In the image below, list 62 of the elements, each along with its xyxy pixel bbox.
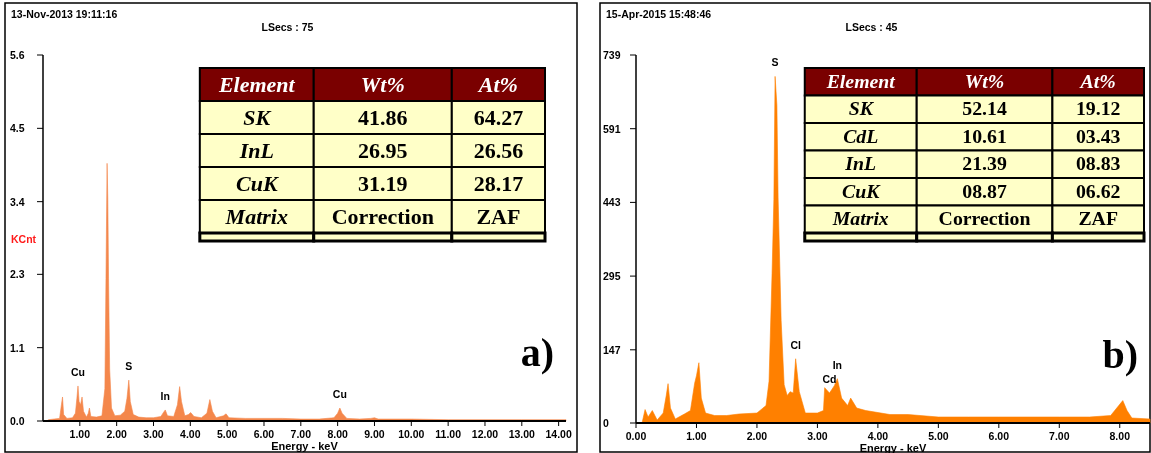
- y-tick-label: 1.1: [10, 341, 25, 354]
- x-axis-title: Energy - keV: [271, 440, 339, 452]
- x-tick-label: 3.00: [143, 428, 164, 440]
- text: SK 52.14 19.12: [848, 97, 1121, 120]
- text: SK 41.86 64.27: [243, 104, 524, 130]
- x-tick-label: 5.00: [216, 428, 238, 440]
- annotation: Cu: [70, 365, 85, 378]
- x-tick-label: 13.00: [508, 428, 536, 440]
- annotation: b): [1102, 332, 1138, 377]
- y-tick-label: 147: [603, 343, 621, 356]
- annotation: Cd: [822, 373, 837, 386]
- text: Element Wt% At%: [826, 69, 1116, 92]
- y-tick-label: 295: [603, 270, 621, 283]
- annotation: a): [520, 330, 554, 375]
- annotation: S: [771, 56, 779, 69]
- y-tick-label: 5.6: [10, 49, 25, 61]
- x-tick-label: 12.00: [471, 428, 499, 440]
- x-tick-label: 4.00: [867, 430, 889, 442]
- text: CuK 31.19 28.17: [235, 170, 524, 196]
- x-tick-label: 10.00: [398, 428, 425, 440]
- x-tick-label: 1.00: [69, 428, 91, 440]
- x-tick-label: 0.00: [625, 430, 647, 442]
- x-tick-label: 6.00: [253, 428, 275, 440]
- x-tick-label: 7.00: [290, 428, 312, 440]
- text: InL 21.39 08.83: [845, 152, 1121, 175]
- x-tick-label: 9.00: [364, 428, 385, 440]
- x-tick-label: 2.00: [746, 430, 768, 442]
- y-tick-label: 0.0: [10, 415, 25, 427]
- y-tick-label: 591: [603, 122, 621, 135]
- y-tick-label: 2.3: [10, 268, 25, 281]
- chart-subtitle: LSecs : 75: [261, 21, 314, 33]
- y-tick-label: 0: [603, 417, 609, 429]
- x-tick-label: 11.00: [435, 428, 462, 440]
- annotation: Cl: [790, 338, 801, 351]
- text: CdL 10.61 03.43: [843, 124, 1121, 147]
- y-tick-label: 739: [603, 49, 621, 61]
- text: Matrix Correction ZAF: [225, 203, 521, 229]
- chart-subtitle: LSecs : 45: [845, 21, 898, 33]
- y-tick-label: 443: [603, 196, 621, 209]
- x-tick-label: 3.00: [807, 430, 828, 442]
- x-tick-label: 1.00: [686, 430, 707, 442]
- annotation: In: [160, 389, 170, 402]
- annotation: Cu: [332, 388, 347, 401]
- text: InL 26.95 26.56: [239, 137, 524, 163]
- annotation: S: [125, 360, 133, 373]
- x-tick-label: 6.00: [988, 430, 1010, 442]
- annotation: In: [832, 358, 843, 371]
- y-tick-label: 3.4: [10, 195, 25, 208]
- x-tick-label: 4.00: [180, 428, 201, 440]
- x-tick-label: 7.00: [1049, 430, 1070, 442]
- chart-title: 13-Nov-2013 19:11:16: [11, 8, 118, 20]
- x-tick-label: 14.00: [545, 428, 572, 440]
- x-tick-label: 5.00: [928, 430, 949, 442]
- y-tick-label: 4.5: [10, 122, 25, 135]
- y-axis-title: KCnt: [11, 233, 37, 245]
- text: Element Wt% At%: [218, 71, 518, 97]
- x-tick-label: 8.00: [327, 428, 349, 440]
- chart-title: 15-Apr-2015 15:48:46: [606, 8, 712, 20]
- x-tick-label: 2.00: [106, 428, 128, 440]
- x-tick-label: 8.00: [1109, 430, 1131, 442]
- text: CuK 08.87 06.62: [842, 179, 1121, 202]
- text: Matrix Correction ZAF: [832, 207, 1118, 230]
